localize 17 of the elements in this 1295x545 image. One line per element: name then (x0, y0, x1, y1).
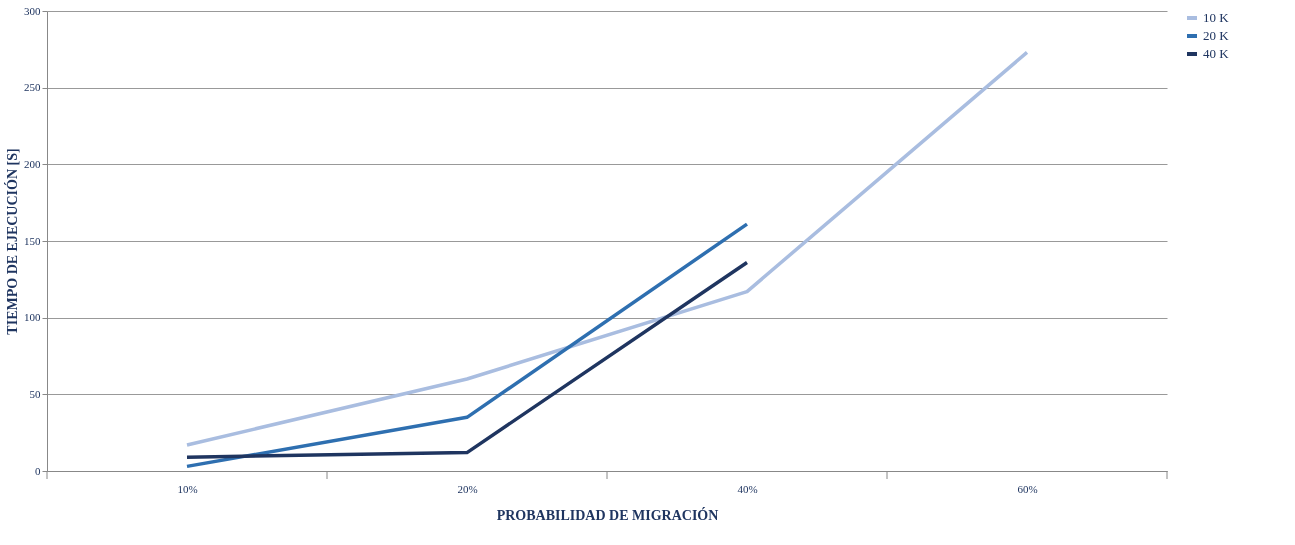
legend-label: 20 K (1203, 28, 1230, 43)
x-tick-label: 20% (457, 482, 478, 495)
y-tick-label: 100 (24, 311, 41, 324)
y-tick-label: 150 (24, 234, 41, 247)
x-axis-title: PROBABILIDAD DE MIGRACIÓN (496, 506, 719, 523)
y-axis-title: TIEMPO DE EJECUCIÓN [S] (4, 148, 20, 335)
legend-label: 10 K (1203, 10, 1230, 25)
y-tick-label: 0 (35, 464, 41, 477)
y-tick-label: 300 (24, 4, 41, 17)
y-tick-label: 50 (29, 387, 41, 400)
x-tick-label: 40% (737, 482, 758, 495)
x-tick-label: 60% (1017, 482, 1038, 495)
legend-label: 40 K (1203, 46, 1230, 61)
line-series (185, 50, 1029, 447)
y-tick-label: 200 (24, 157, 41, 170)
x-tick-label: 10% (177, 482, 198, 495)
y-tick-label: 250 (24, 81, 41, 94)
